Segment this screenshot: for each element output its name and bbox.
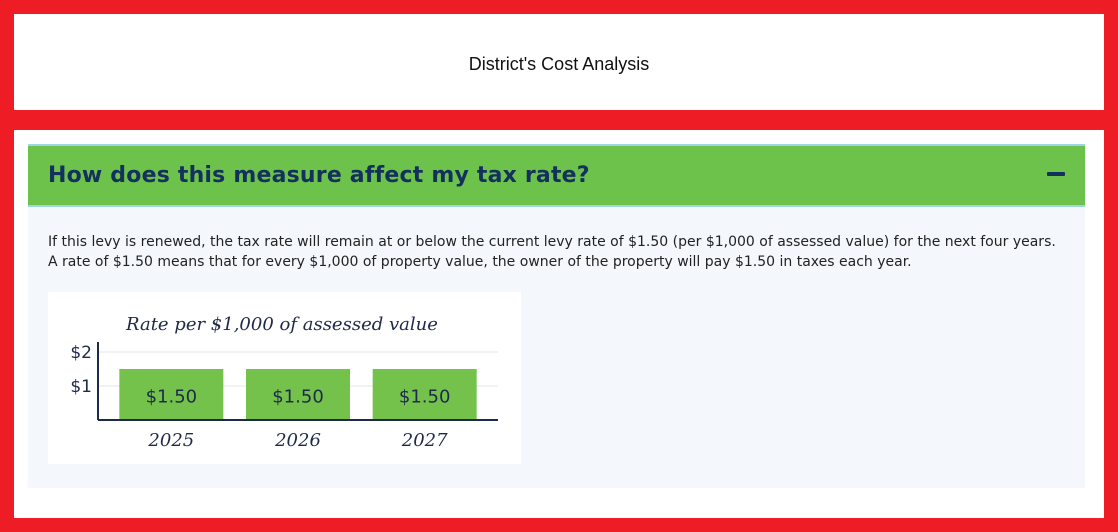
bar-data-label: $1.50 [399, 387, 451, 408]
y-tick-label: $1 [70, 377, 92, 397]
tax-rate-chart: Rate per $1,000 of assessed value $1 $2 $1… [48, 292, 521, 464]
accordion-header[interactable]: How does this measure affect my tax rate… [28, 144, 1085, 207]
bar [119, 369, 224, 419]
accordion-body-text: If this levy is renewed, the tax rate wi… [48, 234, 1056, 270]
title-banner: District's Cost Analysis [0, 0, 1118, 118]
bar-data-label: $1.50 [272, 387, 324, 408]
page-title: District's Cost Analysis [468, 54, 650, 74]
x-tick-label: 2026 [274, 430, 321, 451]
bar [246, 369, 350, 419]
accordion-panel: How does this measure affect my tax rate… [28, 144, 1085, 488]
y-tick-label: $2 [70, 343, 92, 363]
chart-title: Rate per $1,000 of assessed value [125, 314, 438, 335]
x-tick-label: 2025 [147, 430, 194, 451]
x-tick-label: 2027 [401, 430, 448, 451]
accordion-title[interactable]: How does this measure affect my tax rate… [48, 163, 590, 188]
bar [372, 369, 477, 419]
minus-icon[interactable] [1047, 172, 1065, 176]
bar-data-label: $1.50 [146, 387, 198, 408]
tax-rate-chart-svg: Rate per $1,000 of assessed value $1 $2 $1… [70, 314, 498, 451]
